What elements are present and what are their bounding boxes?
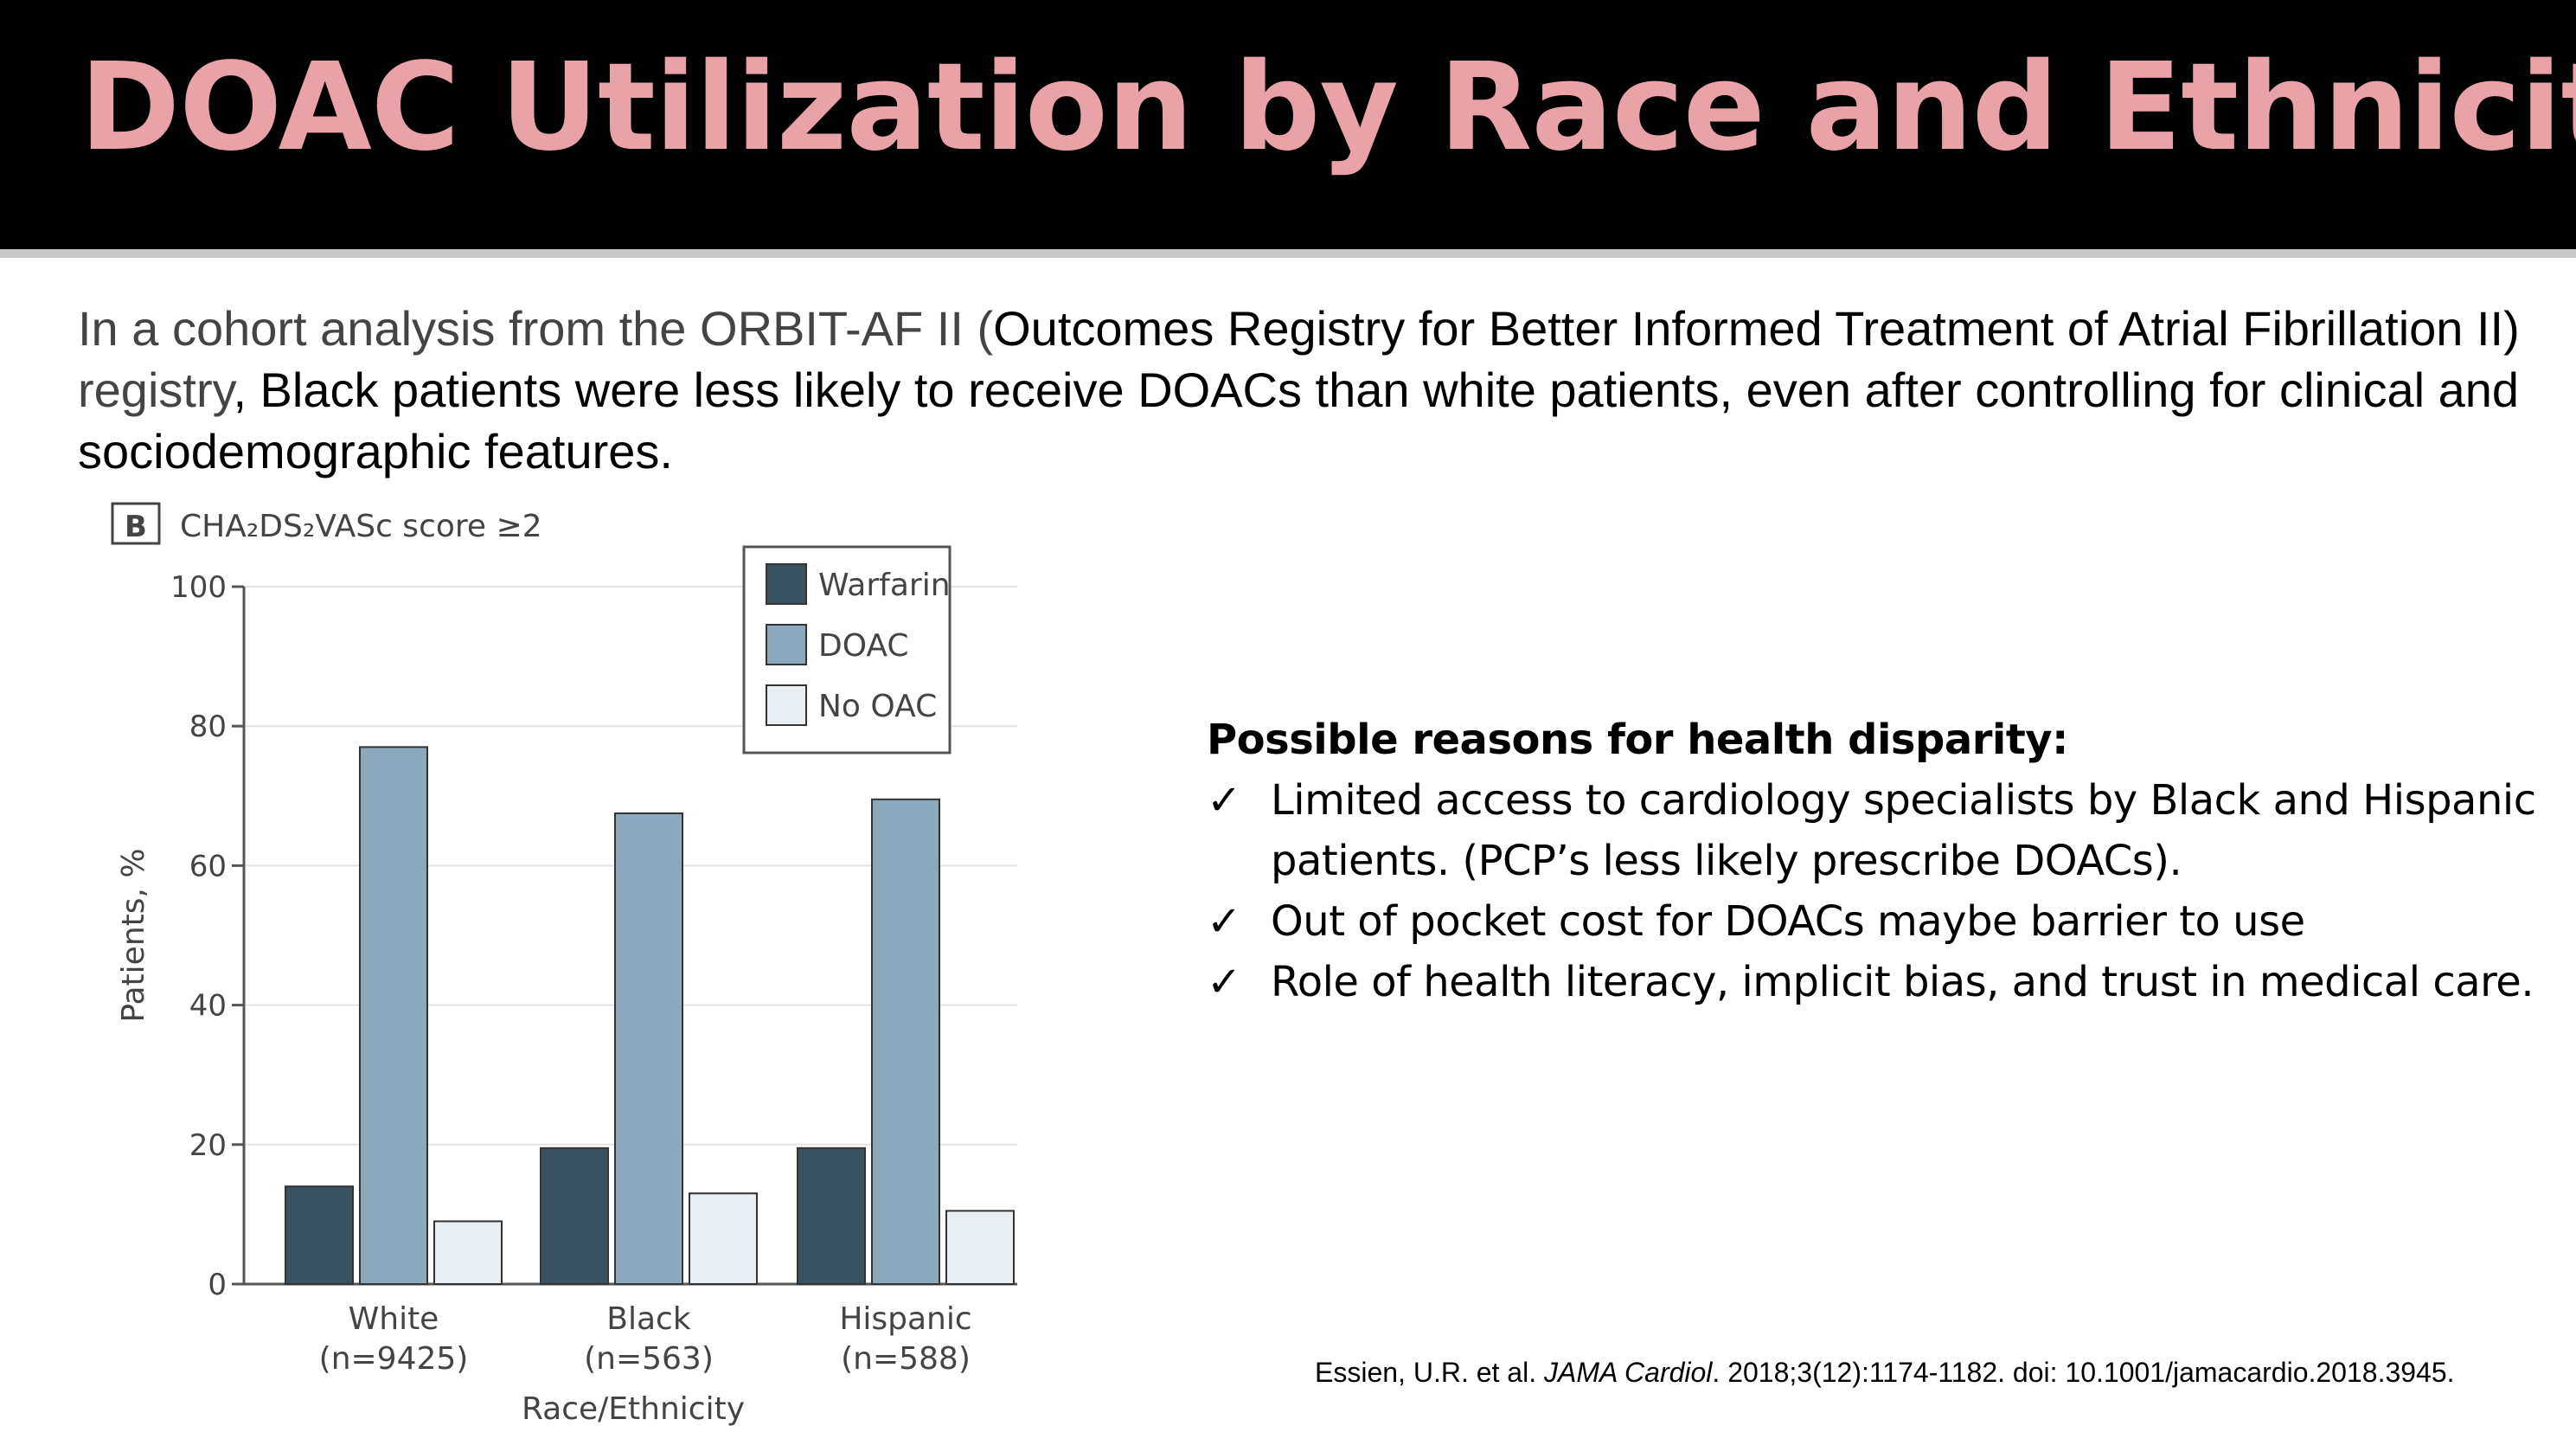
x-tick-sublabel: (n=563) xyxy=(584,1341,714,1377)
reasons-list: Possible reasons for health disparity: ✓… xyxy=(1207,710,2556,1012)
intro-text-part2: Outcomes Registry for Better Informed Tr… xyxy=(993,301,2520,356)
check-icon: ✓ xyxy=(1207,958,1241,1006)
bar-doac xyxy=(359,746,428,1285)
bar-warfarin xyxy=(285,1185,354,1285)
legend-label: No OAC xyxy=(818,689,937,724)
citation: Essien, U.R. et al. JAMA Cardiol. 2018;3… xyxy=(1315,1357,2455,1389)
bar-doac xyxy=(614,812,683,1285)
bar-no-oac xyxy=(433,1220,503,1286)
bars xyxy=(285,746,1015,1286)
y-tick-label: 80 xyxy=(189,710,227,744)
slide-title: DOAC Utilization by Race and Ethnicity xyxy=(80,37,2576,178)
y-tick-label: 0 xyxy=(208,1268,227,1302)
panel-label-box xyxy=(111,502,161,545)
x-tick-sublabel: (n=9425) xyxy=(319,1341,469,1377)
reasons-heading: Possible reasons for health disparity: xyxy=(1207,716,2068,764)
reason-item: ✓ Limited access to cardiology specialis… xyxy=(1207,770,2556,891)
citation-details: . 2018;3(12):1174-1182. doi: 10.1001/jam… xyxy=(1712,1357,2455,1388)
legend: Warfarin DOAC No OAC xyxy=(742,545,952,755)
reason-text: Role of health literacy, implicit bias, … xyxy=(1271,958,2534,1006)
y-tick-label: 40 xyxy=(189,989,227,1024)
check-icon: ✓ xyxy=(1207,897,1241,946)
y-tick-label: 60 xyxy=(189,849,227,883)
header-divider xyxy=(0,249,2576,258)
legend-label: DOAC xyxy=(818,628,909,664)
intro-paragraph: In a cohort analysis from the ORBIT-AF I… xyxy=(78,298,2534,482)
reason-text: Limited access to cardiology specialists… xyxy=(1271,776,2536,885)
x-tick-labels: White (n=9425) Black (n=563) Hispanic (n=588) xyxy=(319,1301,972,1377)
legend-swatch xyxy=(766,624,807,665)
y-axis-label: Patients, % xyxy=(116,848,151,1022)
y-tick-label: 20 xyxy=(189,1128,227,1163)
y-tick-label: 100 xyxy=(170,570,227,605)
bar-warfarin xyxy=(540,1146,609,1286)
y-ticks: 0 20 40 60 80 100 xyxy=(170,570,244,1302)
bar-no-oac xyxy=(689,1192,758,1285)
x-tick-label: Black xyxy=(606,1301,691,1337)
check-icon: ✓ xyxy=(1207,776,1241,825)
bar-warfarin xyxy=(797,1146,866,1286)
intro-text-part1: In a cohort analysis from the ORBIT-AF I… xyxy=(78,301,994,356)
x-axis-label: Race/Ethnicity xyxy=(522,1391,745,1427)
legend-label: Warfarin xyxy=(818,568,951,603)
citation-authors: Essien, U.R. et al. xyxy=(1315,1357,1537,1388)
legend-swatch xyxy=(766,563,807,605)
bar-chart: B CHA₂DS₂VASc score ≥2 0 20 40 60 80 100 Whit… xyxy=(111,502,1017,1427)
x-tick-label: Hispanic xyxy=(839,1301,971,1337)
title-bar: DOAC Utilization by Race and Ethnicity xyxy=(0,0,2576,249)
reason-text: Out of pocket cost for DOACs maybe barri… xyxy=(1271,897,2305,946)
intro-text-part4: , Black patients were less likely to rec… xyxy=(78,363,2520,478)
bar-no-oac xyxy=(945,1210,1015,1285)
x-tick-label: White xyxy=(349,1301,439,1337)
citation-journal: JAMA Cardiol xyxy=(1543,1357,1713,1388)
panel-label: B xyxy=(125,510,147,544)
legend-swatch xyxy=(766,684,807,726)
panel-title: CHA₂DS₂VASc score ≥2 xyxy=(180,509,542,544)
bar-doac xyxy=(871,798,940,1285)
reason-item: ✓ Out of pocket cost for DOACs maybe bar… xyxy=(1207,891,2556,952)
reason-item: ✓ Role of health literacy, implicit bias… xyxy=(1207,952,2556,1012)
x-tick-sublabel: (n=588) xyxy=(841,1341,971,1377)
intro-link-registry: registry xyxy=(78,363,234,417)
